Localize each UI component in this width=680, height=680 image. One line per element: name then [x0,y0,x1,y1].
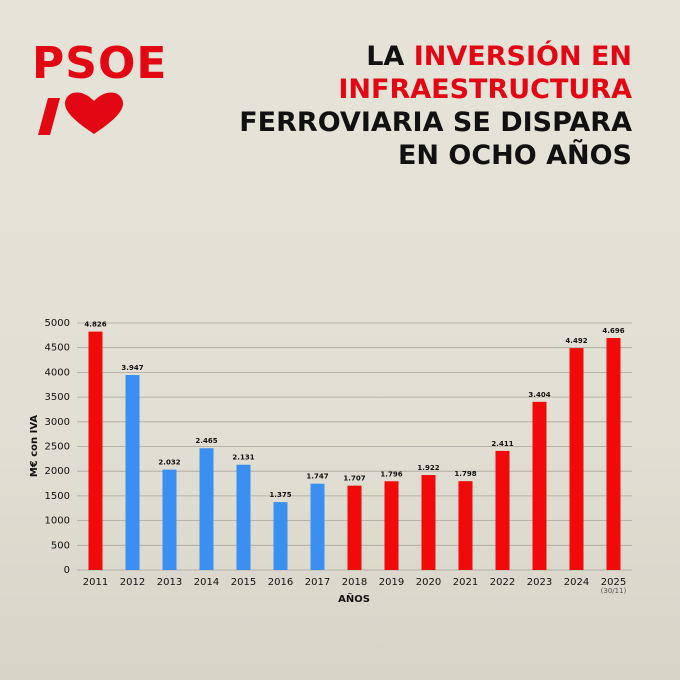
y-tick-label: 500 [51,540,70,551]
value-label: 3.404 [528,391,550,399]
title-line: EN OCHO AÑOS [398,139,632,171]
title-line: LA INVERSIÓN EN [366,40,632,72]
x-tick-label: 2024 [564,577,589,588]
y-tick-label: 4000 [45,367,70,378]
x-tick-label: 2019 [379,577,404,588]
title: LA INVERSIÓN ENINFRAESTRUCTURAFERROVIARI… [239,40,632,171]
title-part: LA [366,41,414,72]
bar [384,481,399,570]
x-tick-label: 2013 [157,577,182,588]
bar [495,450,510,570]
value-label: 1.796 [380,470,402,478]
bar [125,375,140,570]
bar [458,481,473,570]
value-label: 2.131 [232,454,254,462]
logo-heart [65,92,123,134]
title-part: INFRAESTRUCTURA [338,74,632,105]
x-tick-label: 2021 [453,577,478,588]
title-part: INVERSIÓN EN [414,40,632,72]
bar [199,448,214,570]
value-label: 1.707 [343,475,365,483]
x-axis-label: AÑOS [338,592,370,605]
bar [606,338,621,570]
y-tick-label: 1000 [45,516,70,527]
value-label: 1.922 [417,464,439,472]
title-part: EN OCHO AÑOS [398,139,632,171]
bar [236,464,251,570]
x-tick-label: 2023 [527,577,552,588]
bar [569,348,584,570]
x-tick-label: 2014 [194,577,219,588]
x-tick-label: 2020 [416,577,441,588]
value-label: 4.826 [84,321,106,329]
value-label: 1.798 [454,470,476,478]
y-tick-label: 5000 [45,318,70,329]
title-line: FERROVIARIA SE DISPARA [239,107,632,138]
x-tick-label: 2025 [601,577,626,588]
y-tick-label: 2000 [45,466,70,477]
value-label: 1.747 [306,473,328,481]
bar [347,485,362,570]
bar [310,483,325,570]
x-tick-label: 2012 [120,577,145,588]
value-label: 2.411 [491,440,513,448]
y-tick-label: 1500 [45,491,70,502]
x-tick-label: 2015 [231,577,256,588]
y-tick-label: 2500 [45,442,70,453]
bar [162,469,177,570]
value-label: 1.375 [269,491,291,499]
x-tick-label: 2016 [268,577,293,588]
value-label: 3.947 [121,364,143,372]
bar [532,401,547,570]
x-tick-label: 2017 [305,577,330,588]
x-tick-note: (30/11) [601,587,627,595]
logo-slash [38,98,60,135]
y-tick-label: 0 [64,565,70,576]
x-tick-label: 2011 [83,577,108,588]
y-tick-label: 4500 [45,343,70,354]
y-tick-label: 3000 [45,417,70,428]
y-tick-label: 3500 [45,392,70,403]
value-label: 2.465 [195,437,217,445]
title-line: INFRAESTRUCTURA [338,74,632,105]
title-part: FERROVIARIA SE DISPARA [239,107,632,138]
bar [273,502,288,570]
value-label: 2.032 [158,459,180,467]
bar [88,331,103,570]
x-tick-label: 2022 [490,577,515,588]
value-label: 4.696 [602,327,624,335]
x-tick-label: 2018 [342,577,367,588]
bar [421,475,436,570]
value-label: 4.492 [565,337,587,345]
y-axis-label: M€ con IVA [29,415,40,478]
logo: PSOE [32,38,167,89]
